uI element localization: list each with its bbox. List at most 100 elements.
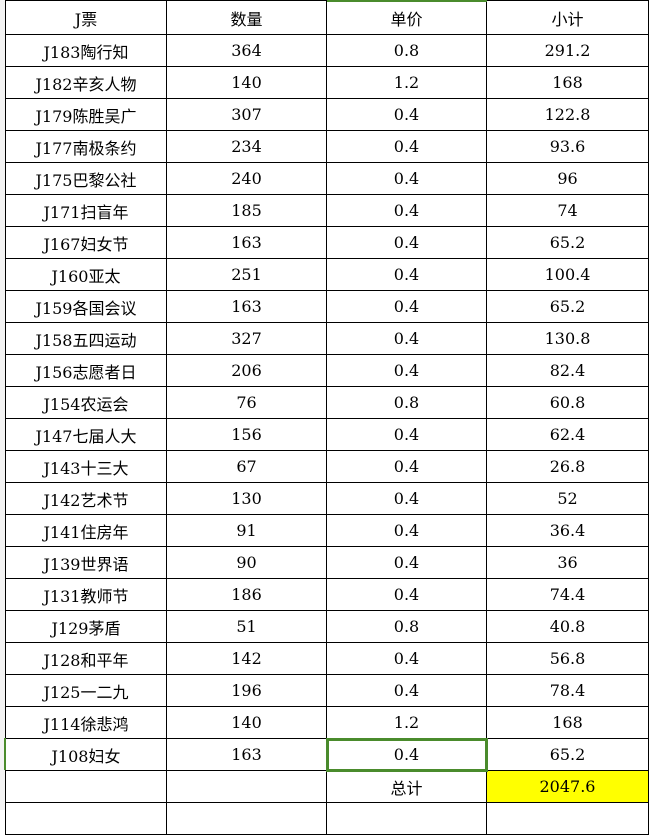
cell-empty[interactable] [166,770,327,803]
cell-quantity[interactable]: 163 [166,738,327,771]
cell-unit-price[interactable]: 0.8 [326,610,487,643]
cell-unit-price[interactable]: 0.4 [326,482,487,515]
cell-stamp-name[interactable]: J156志愿者日 [5,354,167,387]
cell-subtotal[interactable]: 36.4 [486,514,649,547]
cell-unit-price[interactable]: 0.4 [326,162,487,195]
cell-unit-price[interactable]: 0.4 [326,578,487,611]
cell-stamp-name[interactable]: J125一二九 [5,674,167,707]
cell-subtotal[interactable]: 130.8 [486,322,649,355]
cell-quantity[interactable]: 196 [166,674,327,707]
cell-unit-price[interactable]: 0.4 [326,546,487,579]
cell-subtotal[interactable]: 291.2 [486,34,649,67]
cell-unit-price[interactable]: 0.4 [326,674,487,707]
cell-unit-price[interactable]: 0.4 [326,514,487,547]
cell-unit-price[interactable]: 0.4 [326,98,487,131]
cell-quantity[interactable]: 206 [166,354,327,387]
cell-quantity[interactable]: 234 [166,130,327,163]
cell-unit-price[interactable]: 0.4 [326,450,487,483]
cell-subtotal[interactable]: 78.4 [486,674,649,707]
header-subtotal[interactable]: 小计 [486,0,649,35]
cell-quantity[interactable]: 307 [166,98,327,131]
cell-unit-price[interactable]: 1.2 [326,66,487,99]
total-label[interactable]: 总计 [326,770,487,803]
cell-quantity[interactable]: 76 [166,386,327,419]
cell-subtotal[interactable]: 65.2 [486,738,649,771]
cell-stamp-name[interactable]: J139世界语 [5,546,167,579]
cell-stamp-name[interactable]: J141住房年 [5,514,167,547]
cell-subtotal[interactable]: 65.2 [486,226,649,259]
cell-quantity[interactable]: 251 [166,258,327,291]
cell-stamp-name[interactable]: J159各国会议 [5,290,167,323]
cell-subtotal[interactable]: 26.8 [486,450,649,483]
cell-empty[interactable] [486,802,649,835]
total-value[interactable]: 2047.6 [486,770,649,803]
cell-empty[interactable] [5,802,167,835]
header-stamp-name[interactable]: J票 [5,0,167,35]
cell-unit-price[interactable]: 0.4 [326,642,487,675]
cell-stamp-name[interactable]: J179陈胜吴广 [5,98,167,131]
cell-subtotal[interactable]: 96 [486,162,649,195]
cell-quantity[interactable]: 364 [166,34,327,67]
cell-subtotal[interactable]: 74 [486,194,649,227]
cell-unit-price[interactable]: 1.2 [326,706,487,739]
cell-subtotal[interactable]: 168 [486,706,649,739]
cell-subtotal[interactable]: 60.8 [486,386,649,419]
cell-empty[interactable] [326,802,487,835]
cell-stamp-name[interactable]: J177南极条约 [5,130,167,163]
cell-quantity[interactable]: 130 [166,482,327,515]
cell-unit-price[interactable]: 0.4 [326,354,487,387]
cell-quantity[interactable]: 156 [166,418,327,451]
cell-empty[interactable] [5,770,167,803]
cell-stamp-name[interactable]: J114徐悲鸿 [5,706,167,739]
cell-quantity[interactable]: 185 [166,194,327,227]
cell-quantity[interactable]: 67 [166,450,327,483]
cell-unit-price[interactable]: 0.4 [326,418,487,451]
cell-quantity[interactable]: 240 [166,162,327,195]
cell-unit-price[interactable]: 0.4 [326,130,487,163]
cell-subtotal[interactable]: 74.4 [486,578,649,611]
cell-subtotal[interactable]: 40.8 [486,610,649,643]
cell-subtotal[interactable]: 122.8 [486,98,649,131]
cell-stamp-name[interactable]: J171扫盲年 [5,194,167,227]
cell-stamp-name[interactable]: J160亚太 [5,258,167,291]
cell-quantity[interactable]: 140 [166,706,327,739]
cell-stamp-name[interactable]: J154农运会 [5,386,167,419]
cell-subtotal[interactable]: 100.4 [486,258,649,291]
cell-stamp-name[interactable]: J129茅盾 [5,610,167,643]
cell-unit-price[interactable]: 0.4 [326,322,487,355]
cell-unit-price[interactable]: 0.4 [325,737,488,772]
cell-subtotal[interactable]: 168 [486,66,649,99]
cell-quantity[interactable]: 91 [166,514,327,547]
cell-stamp-name[interactable]: J158五四运动 [5,322,167,355]
header-unit-price[interactable]: 单价 [326,0,487,35]
cell-unit-price[interactable]: 0.8 [326,386,487,419]
cell-stamp-name[interactable]: J131教师节 [5,578,167,611]
cell-stamp-name[interactable]: J183陶行知 [5,34,167,67]
cell-unit-price[interactable]: 0.8 [326,34,487,67]
cell-quantity[interactable]: 186 [166,578,327,611]
cell-subtotal[interactable]: 36 [486,546,649,579]
cell-stamp-name[interactable]: J167妇女节 [5,226,167,259]
cell-stamp-name[interactable]: J128和平年 [5,642,167,675]
cell-unit-price[interactable]: 0.4 [326,226,487,259]
cell-quantity[interactable]: 327 [166,322,327,355]
cell-unit-price[interactable]: 0.4 [326,258,487,291]
cell-quantity[interactable]: 51 [166,610,327,643]
cell-subtotal[interactable]: 65.2 [486,290,649,323]
cell-quantity[interactable]: 163 [166,226,327,259]
cell-stamp-name[interactable]: J108妇女 [5,738,167,771]
cell-unit-price[interactable]: 0.4 [326,290,487,323]
cell-subtotal[interactable]: 52 [486,482,649,515]
cell-empty[interactable] [166,802,327,835]
cell-quantity[interactable]: 163 [166,290,327,323]
header-quantity[interactable]: 数量 [166,0,327,35]
cell-subtotal[interactable]: 56.8 [486,642,649,675]
cell-stamp-name[interactable]: J143十三大 [5,450,167,483]
cell-subtotal[interactable]: 93.6 [486,130,649,163]
cell-stamp-name[interactable]: J182辛亥人物 [5,66,167,99]
cell-subtotal[interactable]: 62.4 [486,418,649,451]
cell-quantity[interactable]: 140 [166,66,327,99]
cell-subtotal[interactable]: 82.4 [486,354,649,387]
cell-stamp-name[interactable]: J175巴黎公社 [5,162,167,195]
cell-unit-price[interactable]: 0.4 [326,194,487,227]
